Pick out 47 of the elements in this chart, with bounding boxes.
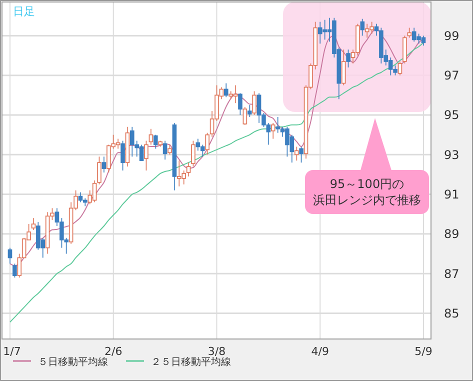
candlestick	[402, 35, 407, 64]
candlestick	[186, 162, 191, 177]
chart-title: 日足	[13, 5, 35, 18]
candlestick	[31, 218, 36, 230]
candlestick	[252, 90, 256, 116]
y-tick-label: 93	[444, 148, 460, 162]
candlestick	[238, 92, 242, 116]
candlestick	[224, 82, 228, 98]
x-tick-label: 2/6	[104, 345, 122, 358]
y-tick-label: 87	[444, 266, 460, 281]
candlestick	[168, 144, 172, 156]
y-tick-label: 97	[444, 68, 460, 83]
x-tick-label: 4/9	[311, 345, 329, 358]
candlestick	[205, 132, 210, 156]
y-tick-label: 91	[444, 187, 460, 202]
candlestick	[247, 104, 252, 118]
candlestick	[12, 263, 17, 278]
candlestick	[341, 49, 346, 86]
candlestick	[299, 146, 304, 164]
candlestick	[242, 106, 248, 126]
y-tick-label: 89	[444, 227, 460, 242]
candlestick	[148, 128, 154, 146]
y-tick-label: 95	[444, 108, 460, 122]
candlestick	[102, 156, 106, 173]
candlestick	[144, 140, 148, 171]
candlestick	[200, 144, 205, 158]
legend-label: ２５日移動平均線	[151, 356, 231, 368]
candlestick	[191, 140, 196, 168]
x-tick-label: 3/8	[208, 345, 226, 358]
y-tick-label: 99	[444, 28, 460, 43]
candlestick	[162, 140, 168, 160]
candlestick	[360, 18, 365, 36]
candlestick	[8, 247, 12, 264]
x-tick-label: 5/9	[414, 345, 432, 358]
candlestick	[120, 140, 125, 171]
candlestick	[398, 60, 402, 76]
x-tick-label: 1/7	[3, 345, 21, 358]
candlestick	[294, 146, 299, 162]
candlestick	[407, 27, 412, 38]
annotation: 浜田レンジ内で推移	[313, 193, 421, 207]
annotation: 95～100円の	[330, 177, 404, 191]
legend-label: ５日移動平均線	[38, 356, 108, 368]
candlestick	[270, 122, 276, 140]
candlestick	[346, 49, 350, 68]
candlestick	[97, 156, 102, 185]
y-tick-label: 85	[444, 306, 460, 320]
candlestick	[154, 134, 158, 150]
